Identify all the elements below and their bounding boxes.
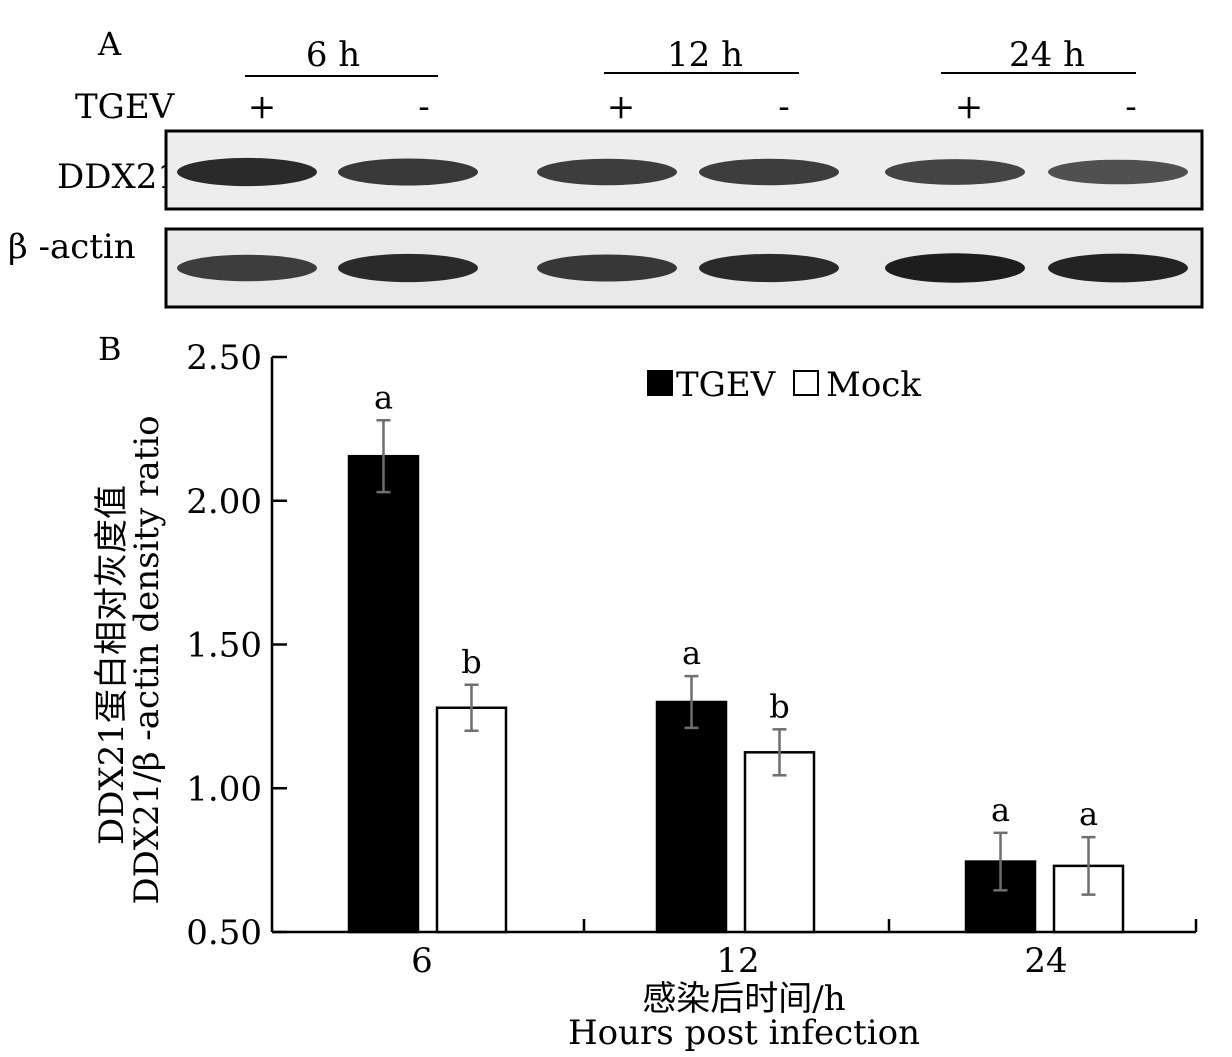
lane-sign: +: [607, 87, 636, 127]
blot-band: [338, 253, 478, 283]
bar-mock-6h: [435, 706, 508, 934]
blot-band: [537, 158, 677, 186]
lane-sign: -: [778, 87, 790, 127]
bar-tgev-12h: [655, 700, 728, 934]
significance-labels: a a a b b a: [374, 378, 1098, 833]
x-tick-label: 24: [1024, 941, 1067, 981]
timepoint-label-24h: 24 h: [1009, 35, 1085, 75]
panel-b-label: B: [98, 330, 122, 368]
legend-label-mock: Mock: [826, 365, 921, 405]
error-bars: [376, 419, 1096, 896]
bar-mock-12h: [743, 751, 816, 934]
blot-band: [1048, 253, 1188, 283]
lane-sign: -: [418, 87, 430, 127]
panel-b: B DDX21蛋白相对灰度值 DDX21/β -actin density ra…: [92, 330, 1198, 1053]
y-tick-label: 1.50: [186, 626, 262, 666]
x-axis-label-cn: 感染后时间/h: [642, 979, 845, 1019]
y-tick-label: 0.50: [186, 913, 262, 953]
lane-sign: +: [955, 87, 984, 127]
blot-band: [177, 254, 317, 282]
legend: TGEV Mock: [647, 365, 921, 405]
y-tick-label: 1.00: [186, 769, 262, 809]
significance-label: b: [461, 643, 481, 681]
panel-a-label: A: [97, 25, 122, 63]
blot-band: [1048, 159, 1188, 185]
y-tick-label: 2.00: [186, 482, 262, 522]
axes: 0.50 1.00 1.50 2.00 2.50 6 12 24: [186, 338, 1198, 981]
blot-row-label-actin: β -actin: [8, 227, 136, 267]
legend-label-tgev: TGEV: [676, 365, 777, 405]
blot-row-label-ddx21: DDX21: [57, 157, 179, 197]
y-axis-label-cn: DDX21蛋白相对灰度值: [92, 485, 132, 845]
significance-label: a: [1079, 795, 1098, 833]
significance-label: b: [769, 687, 789, 725]
blot-band: [885, 253, 1025, 283]
significance-label: a: [991, 791, 1010, 829]
bar-tgev-6h: [347, 454, 420, 934]
blot-band: [699, 158, 839, 186]
blot-ddx21: [164, 129, 1204, 211]
timepoint-label-6h: 6 h: [306, 35, 360, 75]
lane-sign: +: [248, 87, 277, 127]
significance-label: a: [374, 378, 393, 416]
x-tick-label: 6: [411, 941, 433, 981]
x-tick-label: 12: [716, 941, 759, 981]
x-axis-label-en: Hours post infection: [568, 1013, 920, 1053]
timepoint-label-12h: 12 h: [667, 35, 743, 75]
bands-actin: [177, 253, 1188, 283]
y-axis-label-en: DDX21/β -actin density ratio: [127, 415, 167, 904]
panel-a: A 6 h 12 h 24 h TGEV + - + - + - DDX21 β…: [8, 25, 1204, 309]
legend-swatch-tgev: [647, 370, 673, 396]
blot-band: [699, 253, 839, 283]
y-tick-label: 2.50: [186, 338, 262, 378]
bars: [347, 454, 1125, 934]
blot-band: [338, 158, 478, 186]
blot-band: [177, 157, 317, 187]
lane-sign: -: [1125, 87, 1137, 127]
blot-actin: [164, 227, 1204, 309]
blot-band: [885, 159, 1025, 185]
bands-ddx21: [177, 157, 1188, 187]
legend-swatch-mock: [793, 370, 819, 396]
treatment-label: TGEV: [75, 87, 176, 127]
significance-label: a: [682, 634, 701, 672]
blot-band: [537, 254, 677, 282]
